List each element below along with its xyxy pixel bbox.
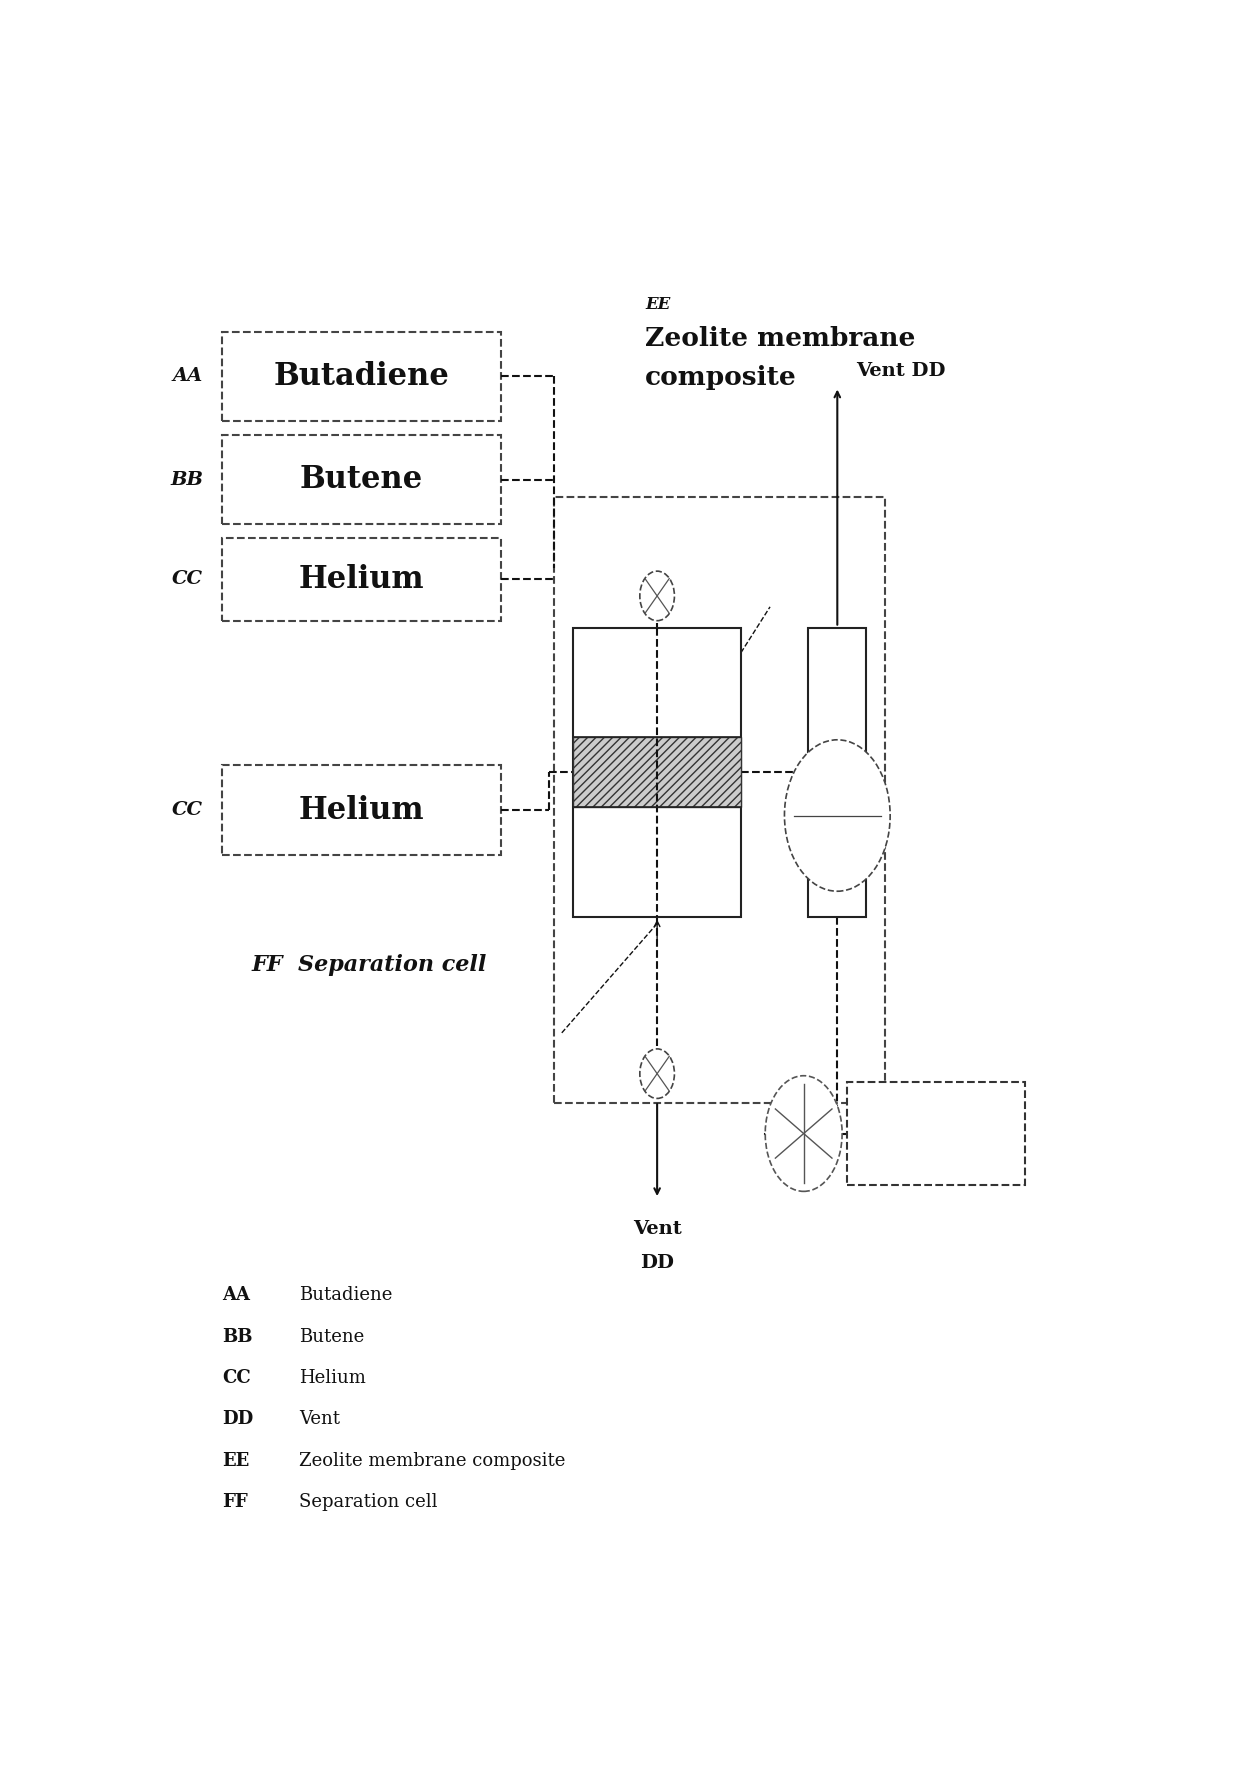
Text: Helium: Helium: [299, 1370, 366, 1387]
Text: DD: DD: [222, 1411, 253, 1429]
Text: Butadiene: Butadiene: [299, 1286, 393, 1303]
Text: Butene: Butene: [300, 465, 423, 495]
Text: Separation cell: Separation cell: [299, 1493, 438, 1511]
Bar: [554, 497, 885, 1103]
Text: Butadiene: Butadiene: [274, 361, 450, 392]
Ellipse shape: [785, 740, 890, 890]
Text: GC(FID): GC(FID): [880, 1121, 991, 1146]
Text: CC: CC: [172, 801, 203, 819]
Text: EE: EE: [645, 295, 671, 313]
Text: composite: composite: [645, 365, 797, 390]
Text: Vent: Vent: [632, 1219, 682, 1237]
Bar: [573, 737, 742, 806]
Bar: [222, 538, 501, 620]
Text: Vent DD: Vent DD: [857, 361, 946, 379]
Ellipse shape: [765, 1076, 842, 1191]
Text: Butene: Butene: [299, 1328, 365, 1346]
Text: BB: BB: [170, 470, 203, 488]
Text: CC: CC: [172, 570, 203, 588]
Circle shape: [640, 1050, 675, 1098]
Text: AA: AA: [222, 1286, 250, 1303]
Text: BB: BB: [222, 1328, 253, 1346]
Text: FF  Separation cell: FF Separation cell: [250, 953, 486, 976]
Text: Helium: Helium: [299, 794, 424, 826]
Text: DD: DD: [640, 1253, 675, 1271]
Text: EE: EE: [222, 1452, 249, 1470]
Bar: [573, 628, 742, 917]
Text: AA: AA: [172, 367, 203, 386]
Text: Helium: Helium: [299, 563, 424, 595]
Bar: [808, 628, 866, 917]
Bar: [222, 331, 501, 422]
Text: Zeolite membrane composite: Zeolite membrane composite: [299, 1452, 565, 1470]
Bar: [222, 434, 501, 524]
Text: FF: FF: [222, 1493, 248, 1511]
Text: Zeolite membrane: Zeolite membrane: [645, 325, 915, 350]
Bar: [847, 1082, 1024, 1185]
Bar: [222, 765, 501, 855]
Text: Vent: Vent: [299, 1411, 340, 1429]
Text: CC: CC: [222, 1370, 250, 1387]
Circle shape: [640, 570, 675, 620]
